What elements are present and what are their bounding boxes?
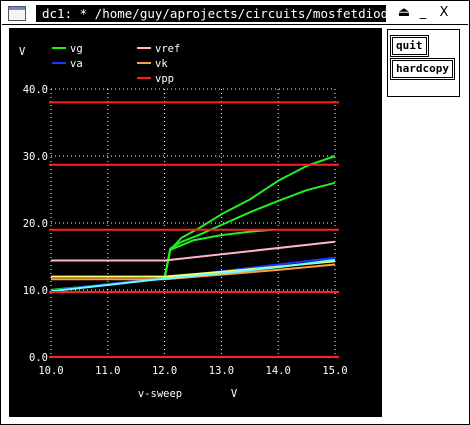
window-title: dc1: * /home/guy/aprojects/circuits/mosf…: [36, 5, 386, 22]
legend-label: vpp: [155, 73, 174, 85]
plot-area: 10.0 11.0 12.0 13.0 14.0 15.0 0.0 10.0 20.0 30.0 4…: [9, 28, 382, 417]
chart-svg: 10.0 11.0 12.0 13.0 14.0 15.00.010.020.030.04…: [19, 43, 348, 400]
y-tick-label: 20.0: [23, 218, 48, 230]
x-tick-label: 11.0: [95, 365, 120, 377]
x-axis-unit: V: [231, 388, 238, 400]
x-tick-label: 10.0: [38, 365, 63, 377]
legend-label: vg: [70, 43, 83, 55]
y-tick-label: 40.0: [23, 84, 48, 96]
legend-label: va: [70, 58, 83, 70]
legend-label: vref: [155, 43, 180, 55]
series-line-vref: [51, 240, 336, 262]
series-line-vk: [50, 258, 336, 293]
quit-button[interactable]: quit: [390, 35, 428, 57]
hardcopy-button[interactable]: hardcopy: [390, 58, 455, 80]
x-tick-label: 14.0: [266, 365, 291, 377]
shade-button[interactable]: ⏏: [397, 5, 411, 20]
series-line-vk: [51, 263, 336, 281]
y-tick-label: 0.0: [29, 352, 48, 364]
minimize-button[interactable]: _: [419, 5, 427, 20]
x-tick-label: 15.0: [322, 365, 347, 377]
window-menu-icon[interactable]: [8, 6, 26, 21]
x-tick-label: 13.0: [209, 365, 234, 377]
y-tick-label: 10.0: [23, 285, 48, 297]
button-panel: quit hardcopy: [387, 29, 460, 97]
x-tick-label: 12.0: [152, 365, 177, 377]
x-axis-label: v-sweep: [138, 388, 182, 400]
y-tick-label: 30.0: [23, 151, 48, 163]
title-bar[interactable]: dc1: * /home/guy/aprojects/circuits/mosf…: [2, 2, 468, 25]
legend-label: vk: [155, 58, 168, 70]
close-button[interactable]: X: [439, 5, 449, 20]
y-axis-label: V: [19, 46, 26, 58]
series-line-vg: [50, 155, 336, 291]
